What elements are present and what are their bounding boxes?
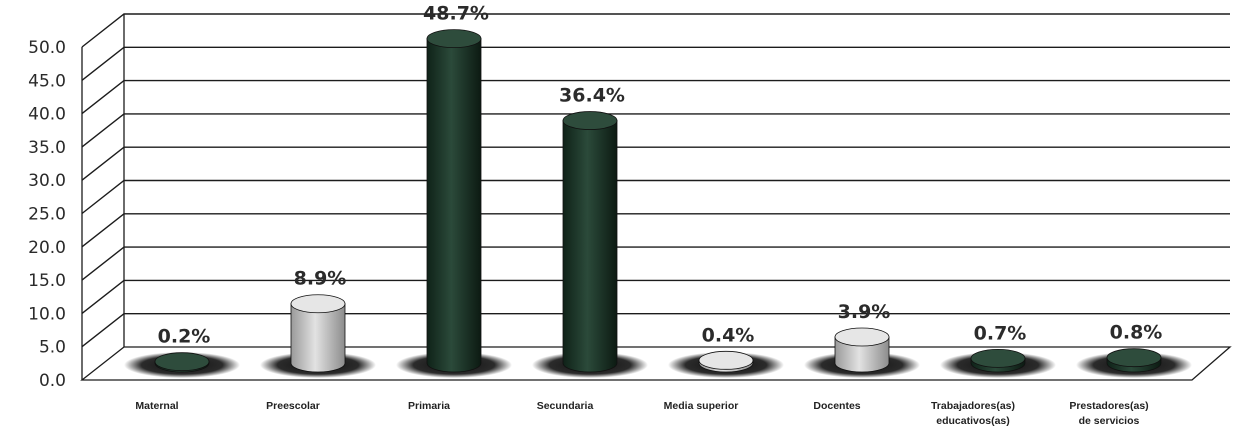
y-tick-label: 40.0 [28,105,66,125]
y-tick-label: 20.0 [28,238,66,258]
bar [698,350,754,373]
data-labels: 0.2% 8.9% 48.7% 36.4% 0.4% 3.9% 0.7% 0.8% [158,3,1163,348]
y-tick-label: 50.0 [28,38,66,58]
bar [426,29,482,373]
data-label: 8.9% [294,268,347,290]
gridline [81,313,1230,348]
x-tick-label: Preescolar [266,400,320,412]
bar [154,352,210,373]
y-tick-label: 5.0 [39,338,66,358]
y-tick-label: 0.0 [39,371,66,391]
gridline [81,279,1230,314]
gridline [81,146,1230,181]
bar [562,111,618,373]
floor-plane [80,346,1232,381]
y-tick-label: 35.0 [28,138,66,158]
data-label: 0.7% [974,322,1027,344]
gridline [81,179,1230,215]
y-tick-label: 30.0 [28,171,66,191]
gridline [81,213,1230,248]
x-tick-label: Primaria [408,400,450,412]
gridline [81,46,1230,81]
gridline [81,113,1230,148]
y-tick-label: 25.0 [28,205,66,225]
bars [124,29,1192,378]
data-label: 0.8% [1110,322,1163,344]
data-label: 48.7% [423,3,489,25]
data-label: 0.4% [702,324,755,346]
y-tick-label: 45.0 [28,71,66,91]
x-tick-label: Prestadores(as) de servicios [1069,400,1148,427]
x-tick-label: Media superior [664,400,739,412]
y-tick-label: 15.0 [28,271,66,291]
bar [970,348,1026,373]
x-tick-label: Maternal [135,400,178,412]
gridline [81,13,1230,48]
gridlines [80,13,1232,381]
data-label: 0.2% [158,326,211,348]
bar [834,327,890,373]
y-tick-label: 10.0 [28,304,66,324]
data-label: 36.4% [559,85,625,107]
x-tick-label: Secundaria [537,400,594,412]
data-label: 3.9% [838,301,891,323]
gridline [81,79,1230,115]
x-tick-label: Docentes [813,400,860,412]
gridline [81,246,1230,281]
bar [1106,348,1162,373]
x-axis: Maternal Preescolar Primaria Secundaria Medi… [135,400,1148,427]
bar [290,294,346,373]
y-axis: 0.0 5.0 10.0 15.0 20.0 25.0 30.0 35.0 40.0 45.0 50… [28,14,125,391]
x-tick-label: Trabajadores(as) educativos(as) [931,400,1015,427]
